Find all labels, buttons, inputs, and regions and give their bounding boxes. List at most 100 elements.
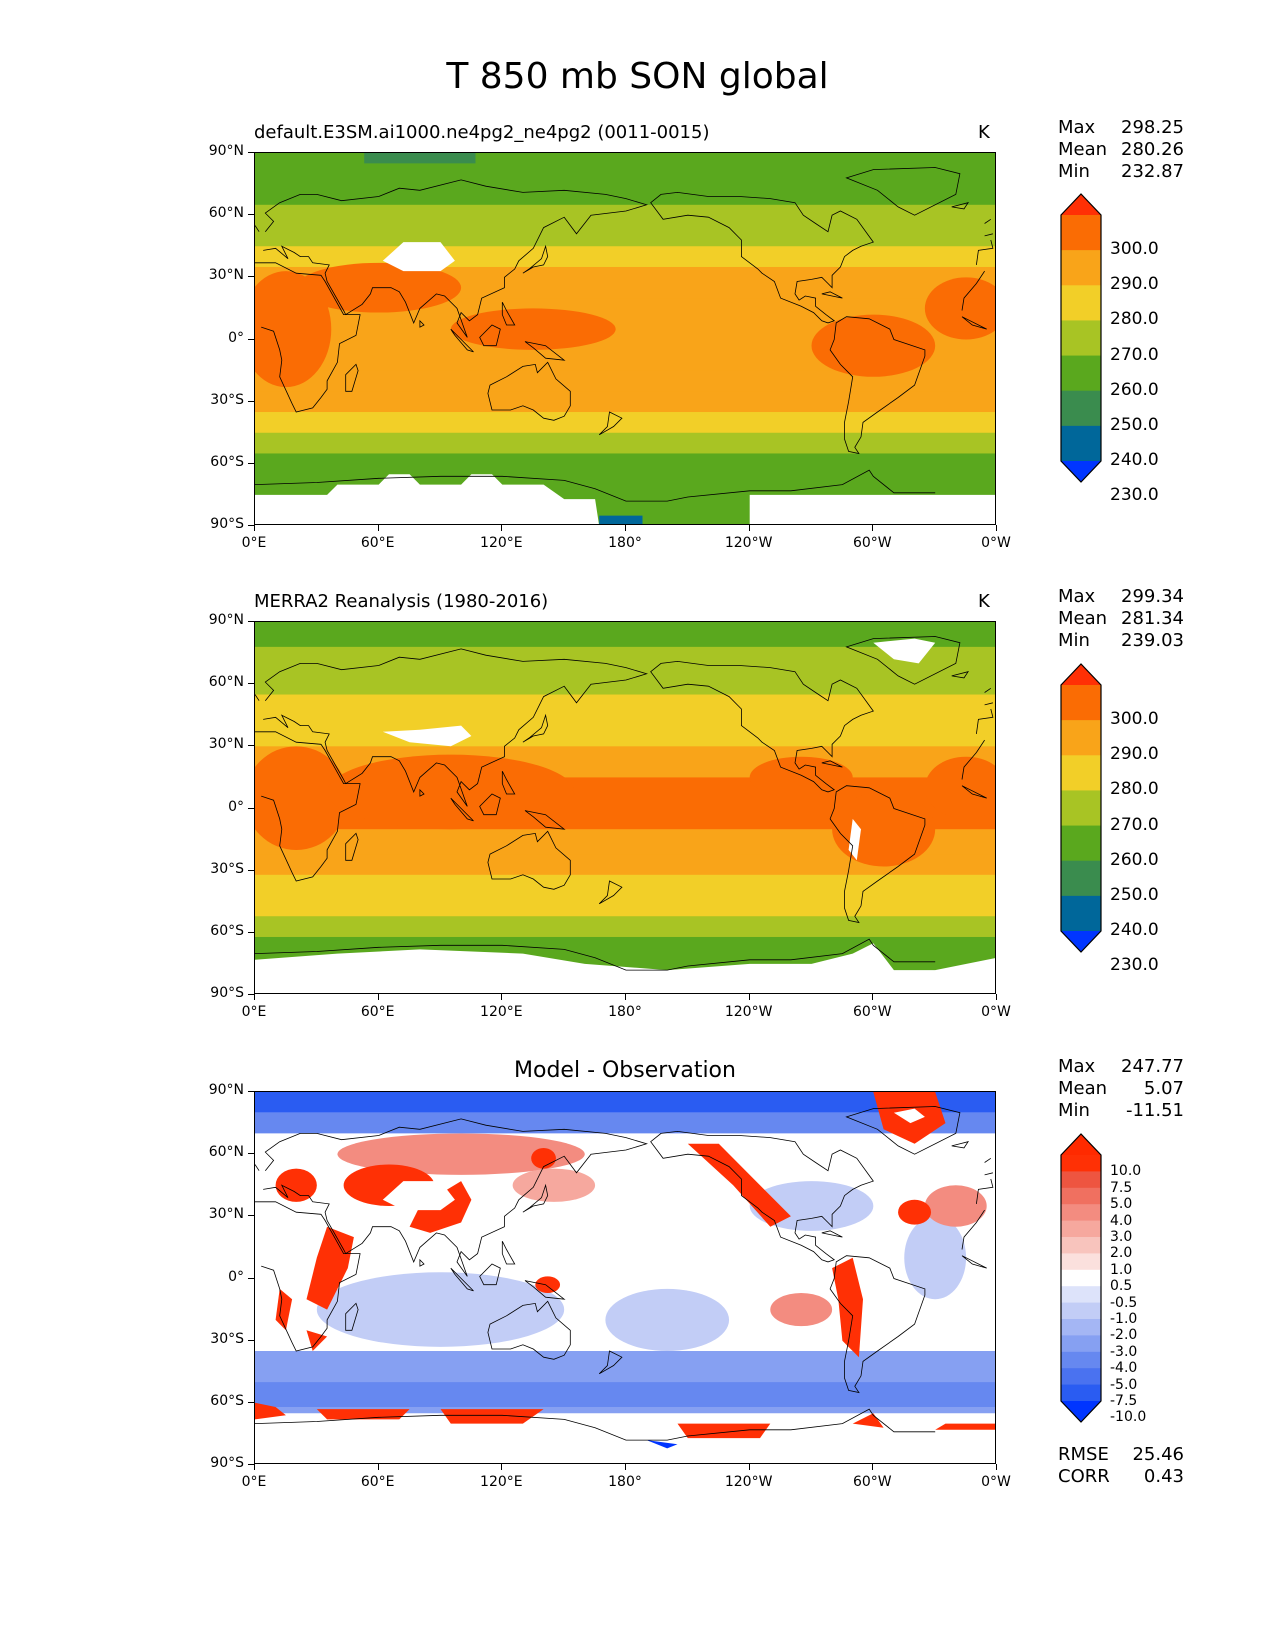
north-america-outline — [650, 191, 874, 324]
band-10 — [255, 895, 995, 917]
iceland-outline — [951, 1141, 970, 1149]
band-2 — [255, 204, 995, 227]
colorbar-tick-label: 300.0 — [1110, 239, 1159, 260]
colorbar-segment — [1061, 425, 1101, 462]
arctic-green-patch — [364, 153, 476, 164]
lat-tick-label: 30°N — [208, 267, 244, 284]
lat-tick-label: 0° — [228, 329, 244, 346]
colorbar-segment — [1061, 860, 1101, 897]
warm-pool — [450, 308, 616, 350]
stat-mean-value: 5.07 — [1143, 1078, 1184, 1099]
australia-outline — [487, 1300, 571, 1360]
lon-tick-label: 0°E — [241, 1004, 267, 1020]
panel-3-title: Model - Observation — [514, 1058, 736, 1083]
band-12 — [255, 453, 995, 471]
panel-1-colorbar-labels: 300.0 290.0 280.0 270.0 260.0 250.0 240.0 230.0 — [1110, 0, 1190, 505]
lon-tick-mark — [748, 525, 750, 531]
band-1 — [255, 184, 995, 206]
stat-max-value: 299.34 — [1121, 586, 1184, 607]
south-pacific-cool — [605, 1288, 730, 1352]
tibet-mask — [382, 1181, 455, 1211]
lat-tick-mark — [248, 214, 254, 216]
japan-outline — [522, 1183, 549, 1213]
antarctica-mask — [255, 943, 995, 993]
antarctica-mask-east — [255, 474, 599, 524]
colorbar-segment — [1061, 320, 1101, 357]
lat-tick-mark — [248, 1215, 254, 1217]
colorbar-tick-label: 240.0 — [1110, 920, 1159, 940]
africa-warm — [255, 746, 348, 850]
central-america-warm — [749, 756, 853, 799]
greenland-outline — [845, 636, 961, 685]
corr-label: CORR — [1058, 1466, 1110, 1487]
map-field-2 — [255, 622, 995, 993]
lat-tick-label: 90°S — [210, 1455, 244, 1471]
lon-tick-mark — [996, 994, 997, 1000]
lon-tick-mark — [872, 525, 874, 531]
lon-tick-label: 120°E — [480, 1474, 523, 1490]
lat-tick-mark — [248, 683, 254, 685]
difference-field — [255, 1092, 995, 1463]
colorbar-segment — [1061, 215, 1101, 251]
indian-ocean-cool — [316, 1272, 565, 1347]
lon-tick-mark — [501, 994, 503, 1000]
colorbar-outline — [1060, 663, 1102, 953]
panel-1-units: K — [978, 122, 990, 143]
north-america-outline — [650, 660, 874, 793]
atlantic-warm — [924, 277, 995, 340]
lat-tick-label: 0° — [228, 1268, 244, 1285]
colorbar-tick-label: 0.5 — [1110, 1278, 1133, 1295]
colorbar-segment — [1061, 1335, 1101, 1353]
panel-1-map — [254, 152, 996, 525]
colorbar-tick-label: 290.0 — [1110, 744, 1159, 765]
lon-tick-label: 0°E — [241, 1474, 267, 1490]
colorbar-tick-label: 280.0 — [1110, 779, 1159, 800]
stat-min-value: 232.87 — [1121, 161, 1184, 182]
stat-mean-label: Mean — [1058, 608, 1108, 629]
colorbar-segment — [1061, 355, 1101, 392]
lat-tick-label: 30°S — [210, 1330, 244, 1347]
colorbar-segment — [1061, 1286, 1101, 1304]
band-1 — [255, 646, 995, 669]
cuba-outline — [821, 760, 843, 768]
panel-3-stats: Max 247.77 Mean 5.07 Min -11.51 — [1058, 1056, 1184, 1122]
lat-tick-mark — [248, 745, 254, 747]
colorbar-tick-label: 260.0 — [1110, 849, 1159, 870]
rmse-value: 25.46 — [1132, 1444, 1184, 1465]
lon-tick-label: 60°E — [360, 1474, 395, 1490]
colorbar-tick-label: -0.5 — [1110, 1294, 1138, 1311]
colorbar-segment — [1061, 790, 1101, 827]
indo-pacific-warm — [327, 754, 575, 830]
lat-tick-label: 30°S — [210, 391, 244, 408]
lat-tick-label: 90°N — [208, 612, 244, 628]
lon-tick-label: 180° — [608, 1474, 642, 1490]
lat-tick-label: 60°N — [208, 205, 244, 222]
temperature-bands — [255, 153, 995, 524]
africa-outline — [255, 1201, 987, 1352]
madagascar-outline — [345, 1302, 359, 1331]
lat-tick-mark — [248, 1339, 254, 1341]
colorbar-tick-label: 270.0 — [1110, 344, 1159, 365]
colorbar-segment — [1061, 1155, 1101, 1172]
colorbar-segment — [1061, 285, 1101, 322]
lat-tick-mark — [248, 152, 254, 153]
new-guinea-outline — [524, 341, 566, 361]
stat-max-label: Max — [1058, 117, 1096, 138]
colorbar-segment — [1061, 1187, 1101, 1205]
indonesia-outline — [450, 328, 474, 353]
lon-tick-label: 0°E — [241, 535, 267, 551]
colorbar-tick-label: 230.0 — [1110, 485, 1159, 506]
stat-max-label: Max — [1058, 1056, 1096, 1077]
madagascar-outline — [345, 832, 359, 861]
lon-tick-label: 60°E — [360, 535, 395, 551]
colorbar-outline — [1060, 193, 1102, 483]
southern-ocean-cold-core — [255, 1382, 995, 1407]
lat-tick-mark — [248, 1091, 254, 1092]
antarctic-coast-hot-5 — [935, 1423, 995, 1430]
lon-tick-label: 60°W — [852, 535, 892, 551]
africa-outline — [255, 262, 987, 413]
stat-min-label: Min — [1058, 630, 1090, 651]
lat-tick-mark — [248, 338, 254, 340]
band-11 — [255, 916, 995, 938]
philippines-outline — [501, 771, 516, 795]
